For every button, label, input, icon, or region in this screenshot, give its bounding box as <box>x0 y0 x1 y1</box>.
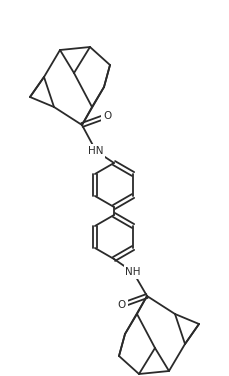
Text: O: O <box>103 111 111 121</box>
Text: O: O <box>118 300 126 310</box>
Text: NH: NH <box>125 267 141 277</box>
Text: HN: HN <box>88 146 104 156</box>
